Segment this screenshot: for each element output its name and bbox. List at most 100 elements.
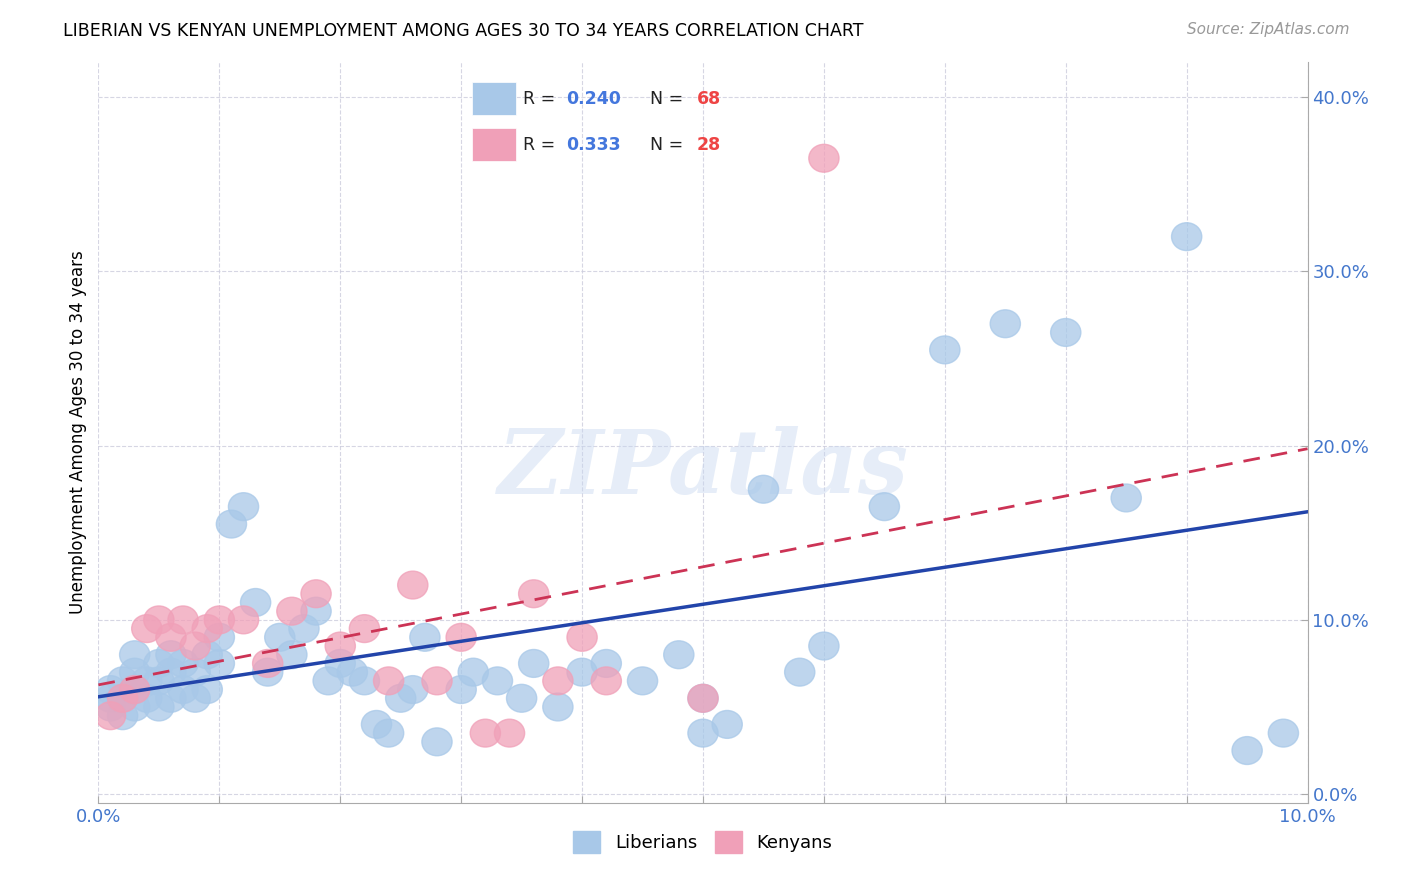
Ellipse shape <box>288 615 319 642</box>
Ellipse shape <box>446 624 477 651</box>
Ellipse shape <box>277 640 307 669</box>
Ellipse shape <box>240 589 271 616</box>
Legend: Liberians, Kenyans: Liberians, Kenyans <box>567 824 839 861</box>
Ellipse shape <box>929 336 960 364</box>
Ellipse shape <box>591 649 621 677</box>
Ellipse shape <box>120 640 150 669</box>
Ellipse shape <box>1171 223 1202 251</box>
Ellipse shape <box>627 667 658 695</box>
Ellipse shape <box>314 667 343 695</box>
Ellipse shape <box>519 649 548 677</box>
Ellipse shape <box>325 649 356 677</box>
Ellipse shape <box>193 615 222 642</box>
Ellipse shape <box>132 667 162 695</box>
Ellipse shape <box>990 310 1021 338</box>
Ellipse shape <box>264 624 295 651</box>
Ellipse shape <box>567 624 598 651</box>
Ellipse shape <box>167 675 198 704</box>
Ellipse shape <box>156 624 186 651</box>
Ellipse shape <box>1050 318 1081 346</box>
Ellipse shape <box>107 667 138 695</box>
Ellipse shape <box>143 693 174 721</box>
Ellipse shape <box>143 649 174 677</box>
Ellipse shape <box>228 606 259 634</box>
Ellipse shape <box>217 510 246 538</box>
Ellipse shape <box>107 702 138 730</box>
Ellipse shape <box>1268 719 1299 747</box>
Ellipse shape <box>120 693 150 721</box>
Ellipse shape <box>301 580 332 607</box>
Ellipse shape <box>132 684 162 712</box>
Ellipse shape <box>204 606 235 634</box>
Ellipse shape <box>132 615 162 642</box>
Ellipse shape <box>253 649 283 677</box>
Ellipse shape <box>301 598 332 625</box>
Ellipse shape <box>869 492 900 521</box>
Ellipse shape <box>374 719 404 747</box>
Ellipse shape <box>519 580 548 607</box>
Ellipse shape <box>120 658 150 686</box>
Text: LIBERIAN VS KENYAN UNEMPLOYMENT AMONG AGES 30 TO 34 YEARS CORRELATION CHART: LIBERIAN VS KENYAN UNEMPLOYMENT AMONG AG… <box>63 22 863 40</box>
Ellipse shape <box>156 658 186 686</box>
Ellipse shape <box>470 719 501 747</box>
Ellipse shape <box>253 658 283 686</box>
Ellipse shape <box>385 684 416 712</box>
Ellipse shape <box>361 710 392 739</box>
Ellipse shape <box>325 632 356 660</box>
Ellipse shape <box>107 684 138 712</box>
Ellipse shape <box>482 667 513 695</box>
Ellipse shape <box>458 658 488 686</box>
Ellipse shape <box>156 684 186 712</box>
Ellipse shape <box>748 475 779 503</box>
Ellipse shape <box>506 684 537 712</box>
Ellipse shape <box>204 649 235 677</box>
Text: ZIPatlas: ZIPatlas <box>498 426 908 513</box>
Ellipse shape <box>143 606 174 634</box>
Ellipse shape <box>711 710 742 739</box>
Ellipse shape <box>96 675 125 704</box>
Ellipse shape <box>204 624 235 651</box>
Ellipse shape <box>398 675 427 704</box>
Ellipse shape <box>120 675 150 704</box>
Ellipse shape <box>374 667 404 695</box>
Ellipse shape <box>664 640 695 669</box>
Ellipse shape <box>422 728 453 756</box>
Ellipse shape <box>688 719 718 747</box>
Ellipse shape <box>398 571 427 599</box>
Ellipse shape <box>107 684 138 712</box>
Text: Source: ZipAtlas.com: Source: ZipAtlas.com <box>1187 22 1350 37</box>
Ellipse shape <box>167 606 198 634</box>
Ellipse shape <box>156 640 186 669</box>
Ellipse shape <box>543 693 574 721</box>
Ellipse shape <box>591 667 621 695</box>
Ellipse shape <box>688 684 718 712</box>
Ellipse shape <box>1111 484 1142 512</box>
Ellipse shape <box>808 632 839 660</box>
Ellipse shape <box>193 640 222 669</box>
Ellipse shape <box>422 667 453 695</box>
Ellipse shape <box>495 719 524 747</box>
Ellipse shape <box>349 667 380 695</box>
Ellipse shape <box>808 145 839 172</box>
Ellipse shape <box>349 615 380 642</box>
Ellipse shape <box>120 675 150 704</box>
Ellipse shape <box>180 684 211 712</box>
Ellipse shape <box>143 667 174 695</box>
Ellipse shape <box>167 649 198 677</box>
Ellipse shape <box>337 658 367 686</box>
Ellipse shape <box>1232 737 1263 764</box>
Ellipse shape <box>409 624 440 651</box>
Ellipse shape <box>180 658 211 686</box>
Ellipse shape <box>567 658 598 686</box>
Ellipse shape <box>688 684 718 712</box>
Ellipse shape <box>785 658 815 686</box>
Ellipse shape <box>96 702 125 730</box>
Ellipse shape <box>180 632 211 660</box>
Ellipse shape <box>446 675 477 704</box>
Ellipse shape <box>277 598 307 625</box>
Ellipse shape <box>96 693 125 721</box>
Ellipse shape <box>228 492 259 521</box>
Y-axis label: Unemployment Among Ages 30 to 34 years: Unemployment Among Ages 30 to 34 years <box>69 251 87 615</box>
Ellipse shape <box>96 684 125 712</box>
Ellipse shape <box>193 675 222 704</box>
